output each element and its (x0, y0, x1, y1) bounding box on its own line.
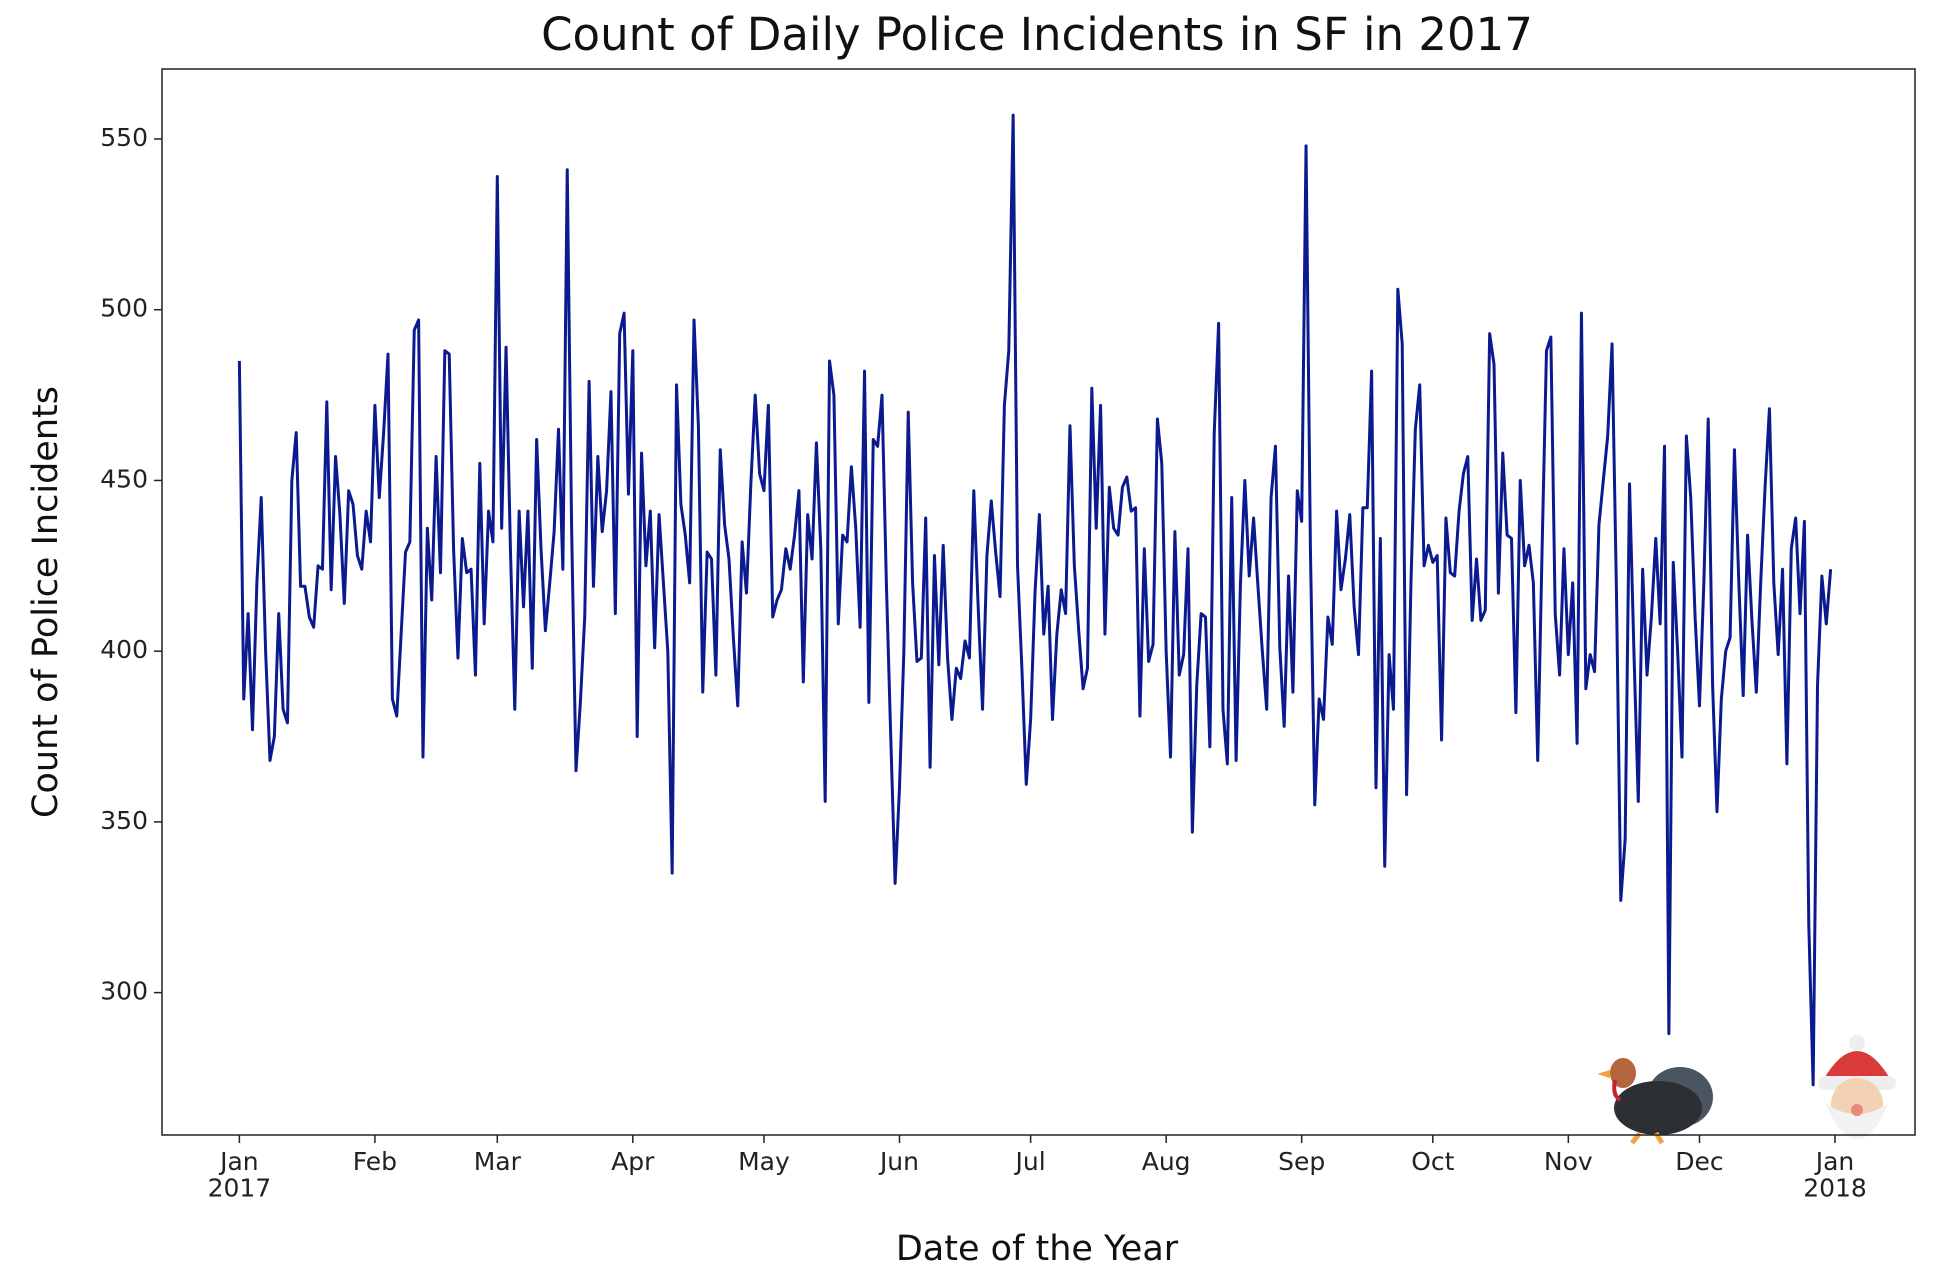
x-tick-label: Nov (1544, 1147, 1593, 1176)
y-tick-label: 350 (100, 806, 148, 835)
x-tick-label: Oct (1411, 1147, 1454, 1176)
x-tick-label: Feb (353, 1147, 397, 1176)
x-tick-label: Apr (611, 1147, 655, 1176)
y-tick-label: 500 (100, 294, 148, 323)
santa-icon (1818, 1035, 1896, 1139)
x-tick-label: Mar (474, 1147, 522, 1176)
x-tick-label: Jan 2018 (1803, 1147, 1867, 1202)
x-tick-label: Jul (1014, 1147, 1046, 1176)
y-axis-label: Count of Police Incidents (26, 386, 66, 818)
turkey-icon (1597, 1058, 1713, 1145)
series-line (237, 113, 1833, 1087)
chart-title: Count of Daily Police Incidents in SF in… (541, 8, 1533, 61)
y-tick-label: 300 (100, 977, 148, 1006)
plot-frame (161, 68, 1916, 1136)
y-tick-label: 550 (100, 123, 148, 152)
x-axis-label: Date of the Year (896, 1229, 1179, 1269)
x-tick-label: Dec (1675, 1147, 1723, 1176)
x-tick-label: Jan 2017 (208, 1147, 272, 1202)
y-tick-label: 400 (100, 635, 148, 664)
y-tick-label: 450 (100, 464, 148, 493)
x-tick-label: May (738, 1147, 790, 1176)
x-tick-label: Sep (1278, 1147, 1325, 1176)
x-tick-label: Aug (1142, 1147, 1191, 1176)
x-tick-label: Jun (878, 1147, 919, 1176)
